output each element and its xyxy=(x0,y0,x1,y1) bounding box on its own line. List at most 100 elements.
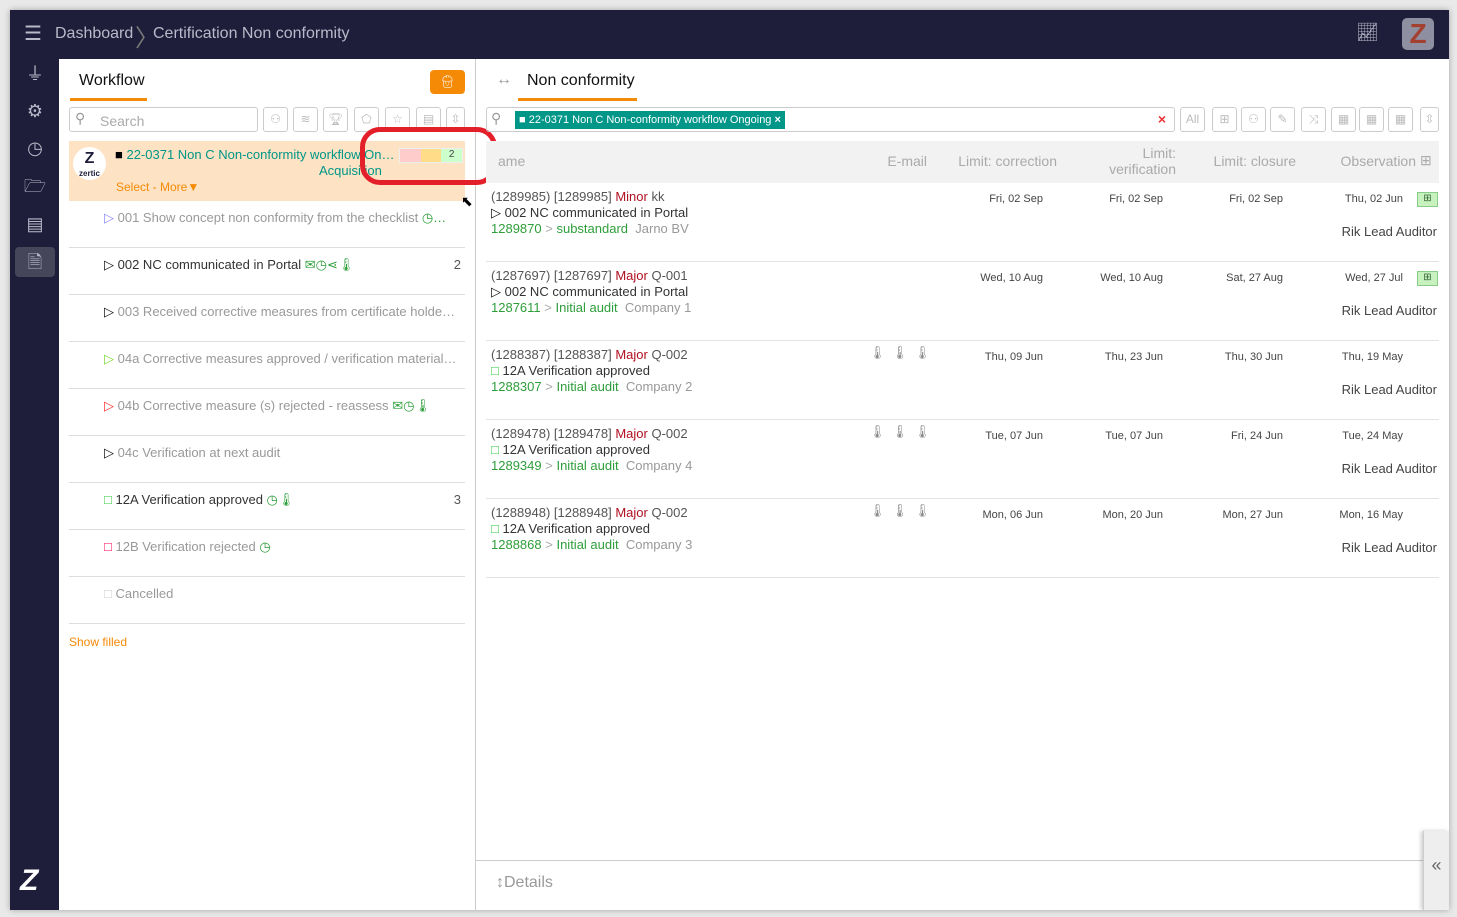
auditor: Rik Lead Auditor xyxy=(1341,303,1437,318)
details-bar[interactable]: ↕Details xyxy=(476,860,1449,910)
hamburger-icon[interactable]: ☰ xyxy=(24,23,42,45)
ref-link[interactable]: 1289349 xyxy=(491,458,542,473)
calendar-icon[interactable]: ▦ xyxy=(1359,107,1384,132)
tab-non-conformity[interactable]: Non conformity xyxy=(527,72,635,89)
limit-closure: Thu, 30 Jun xyxy=(1224,351,1283,363)
user-icon[interactable]: ⚇ xyxy=(263,107,288,132)
tab-underline xyxy=(518,98,637,101)
collapse-panel-button[interactable]: « xyxy=(1423,831,1449,910)
id-card-icon[interactable]: ▤ xyxy=(26,214,44,234)
step-status-icons: ◷… xyxy=(421,210,447,225)
auditor: Rik Lead Auditor xyxy=(1341,382,1437,397)
thermometer-icon: 🌡︎🌡︎🌡︎ xyxy=(869,345,937,360)
nc-filter-input[interactable]: ⚲ ■ 22-0371 Non C Non-conformity workflo… xyxy=(486,107,1175,132)
table-header: ame E-mail Limit: correction Limit: veri… xyxy=(486,141,1439,183)
severity: Minor xyxy=(615,189,648,204)
thermometer-icon: 🌡︎🌡︎🌡︎ xyxy=(869,503,937,518)
workflow-step[interactable]: □ 12A Verification approved ◷🌡 3 xyxy=(69,483,465,530)
workflow-step[interactable]: ▷ 001 Show concept non conformity from t… xyxy=(69,201,465,248)
table-row[interactable]: (1288387) [1288387] Major Q-002 □ 12A Ve… xyxy=(486,341,1439,420)
ref-link[interactable]: 1287611 xyxy=(491,300,541,315)
step-count: 2 xyxy=(453,257,461,272)
workflow-step[interactable]: ▷ 04b Corrective measure (s) rejected - … xyxy=(69,389,465,436)
certificate-icon[interactable]: 🗎 xyxy=(15,247,55,277)
user-icon[interactable]: ⚇ xyxy=(1241,107,1266,132)
step-count: 3 xyxy=(453,492,461,507)
expand-horizontal-icon[interactable]: ↔ xyxy=(496,71,512,88)
chart-line-icon[interactable]: 📈︎ xyxy=(1356,22,1379,42)
gear-icon[interactable]: ⚙ xyxy=(26,101,44,121)
layers-icon[interactable]: ≋ xyxy=(293,107,318,132)
breadcrumb-current: Certification Non conformity xyxy=(153,25,350,42)
workflow-step[interactable]: □ 12B Verification rejected ◷ xyxy=(69,530,465,577)
edit-icon[interactable]: ✎ xyxy=(1270,107,1295,132)
column-settings-icon[interactable]: ⊞ xyxy=(1420,152,1432,168)
sort-icon[interactable]: ⇳ xyxy=(1420,107,1439,132)
workflow-title[interactable]: 22-0371 Non C Non-conformity workflow On… xyxy=(126,147,395,162)
chip-close-icon[interactable]: × xyxy=(774,114,781,126)
workflow-step[interactable]: ▷ 002 NC communicated in Portal ✉◷⋖🌡 2 xyxy=(69,248,465,295)
workflow-step[interactable]: □ Cancelled xyxy=(69,577,465,624)
workflow-search-input[interactable]: ⚲ Search xyxy=(69,107,258,132)
nc-status: 12A Verification approved xyxy=(502,363,650,378)
step-status-icons: ✉◷⋖🌡 xyxy=(304,257,355,272)
show-filled-link[interactable]: Show filled xyxy=(69,635,128,649)
auditor: Rik Lead Auditor xyxy=(1341,224,1437,239)
all-button[interactable]: All xyxy=(1180,107,1205,132)
nc-toolbar: All ⊞ ⚇ ✎ ⤨ ▦ ▦ ▦ ⇳ xyxy=(1180,107,1439,132)
col-limit-verification[interactable]: Limit: verification xyxy=(1109,145,1176,177)
app-window: ☰ Dashboard 〉 Certification Non conformi… xyxy=(10,10,1449,910)
ref-link[interactable]: 1289870 xyxy=(491,221,542,236)
audit-link[interactable]: Initial audit xyxy=(555,300,618,315)
filter-chip[interactable]: ■ 22-0371 Non C Non-conformity workflow … xyxy=(515,111,785,129)
breadcrumb-dashboard[interactable]: Dashboard xyxy=(55,25,134,42)
workflow-step[interactable]: ▷ 04c Verification at next audit xyxy=(69,436,465,483)
col-observation[interactable]: Observation xyxy=(1340,153,1416,169)
table-row[interactable]: (1289478) [1289478] Major Q-002 □ 12A Ve… xyxy=(486,420,1439,499)
limit-closure: Sat, 27 Aug xyxy=(1226,272,1283,284)
col-limit-correction[interactable]: Limit: correction xyxy=(958,153,1057,169)
workflow-step[interactable]: ▷ 003 Received corrective measures from … xyxy=(69,295,465,342)
folder-open-icon[interactable]: 🗁 xyxy=(23,176,47,196)
calendar-icon[interactable]: ▦ xyxy=(1388,107,1413,132)
square-icon: □ xyxy=(104,539,112,554)
bottom-logo[interactable]: Z xyxy=(20,864,39,897)
ref-link[interactable]: 1288307 xyxy=(491,379,542,394)
table-row[interactable]: (1287697) [1287697] Major Q-001 ▷ 002 NC… xyxy=(486,262,1439,341)
select-more-link[interactable]: Select - More▼ xyxy=(116,180,200,194)
search-placeholder: Search xyxy=(100,113,145,129)
audit-link[interactable]: Initial audit xyxy=(556,458,619,473)
calendar-icon[interactable]: ▦ xyxy=(1331,107,1356,132)
table-row[interactable]: (1289985) [1289985] Minor kk ▷ 002 NC co… xyxy=(486,183,1439,262)
tab-workflow[interactable]: Workflow xyxy=(79,72,145,89)
col-name[interactable]: ame xyxy=(498,153,526,169)
shuffle-icon[interactable]: ⤨ xyxy=(1301,107,1326,132)
audit-link[interactable]: Initial audit xyxy=(556,537,619,552)
trophy-icon[interactable]: 🏆︎ xyxy=(323,107,348,132)
details-toggle[interactable]: ↕Details xyxy=(496,874,553,891)
plug-icon[interactable]: ⏚ xyxy=(26,64,44,84)
add-column-icon[interactable]: ⊞ xyxy=(1212,107,1237,132)
clock-icon[interactable]: ◷ xyxy=(27,138,43,158)
col-limit-closure[interactable]: Limit: closure xyxy=(1213,153,1296,169)
observation-badge-icon[interactable]: ⊞ xyxy=(1417,271,1438,286)
app-logo[interactable]: Z xyxy=(1402,18,1434,50)
observation-badge-icon[interactable]: ⊞ xyxy=(1417,192,1438,207)
nc-id: (1288948) [1288948] xyxy=(491,505,612,520)
table-row[interactable]: (1288948) [1288948] Major Q-002 □ 12A Ve… xyxy=(486,499,1439,578)
status-green-count: 2 xyxy=(441,149,463,162)
workflow-step[interactable]: ▷ 04a Corrective measures approved / ver… xyxy=(69,342,465,389)
search-icon: ⚲ xyxy=(75,110,86,126)
user-filter-button[interactable]: 👷︎ xyxy=(430,70,465,94)
col-email[interactable]: E-mail xyxy=(887,153,927,169)
status-marker-icon: □ xyxy=(491,363,499,378)
clear-filter-icon[interactable]: × xyxy=(1157,111,1166,127)
audit-link[interactable]: substandard xyxy=(556,221,629,236)
ref-link[interactable]: 1288868 xyxy=(491,537,542,552)
limit-verification: Fri, 02 Sep xyxy=(1109,193,1163,205)
audit-link[interactable]: Initial audit xyxy=(556,379,619,394)
tab-underline xyxy=(70,98,147,101)
